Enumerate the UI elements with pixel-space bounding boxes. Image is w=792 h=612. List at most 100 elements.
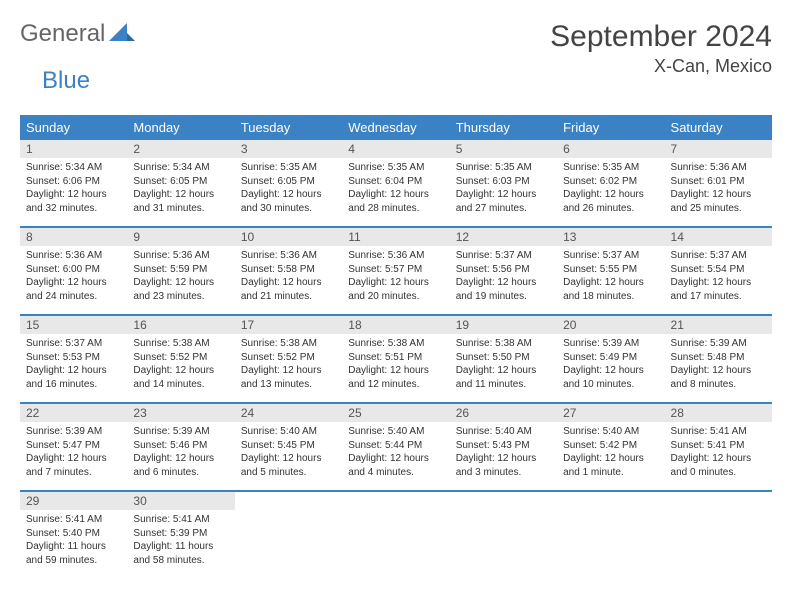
calendar-day-cell: 22Sunrise: 5:39 AMSunset: 5:47 PMDayligh… bbox=[20, 403, 127, 491]
day-number: 18 bbox=[342, 316, 449, 334]
logo: General bbox=[20, 20, 135, 48]
day-number: 13 bbox=[557, 228, 664, 246]
day-number: 9 bbox=[127, 228, 234, 246]
day-details: Sunrise: 5:38 AMSunset: 5:52 PMDaylight:… bbox=[127, 334, 234, 395]
calendar-day-cell: 28Sunrise: 5:41 AMSunset: 5:41 PMDayligh… bbox=[665, 403, 772, 491]
day-details: Sunrise: 5:39 AMSunset: 5:47 PMDaylight:… bbox=[20, 422, 127, 483]
calendar-day-cell: 12Sunrise: 5:37 AMSunset: 5:56 PMDayligh… bbox=[450, 227, 557, 315]
weekday-header: Monday bbox=[127, 115, 234, 140]
day-details: Sunrise: 5:36 AMSunset: 5:58 PMDaylight:… bbox=[235, 246, 342, 307]
calendar-day-cell bbox=[342, 491, 449, 578]
day-details: Sunrise: 5:39 AMSunset: 5:49 PMDaylight:… bbox=[557, 334, 664, 395]
day-number: 28 bbox=[665, 404, 772, 422]
calendar-day-cell: 4Sunrise: 5:35 AMSunset: 6:04 PMDaylight… bbox=[342, 140, 449, 227]
day-number: 24 bbox=[235, 404, 342, 422]
day-details: Sunrise: 5:39 AMSunset: 5:46 PMDaylight:… bbox=[127, 422, 234, 483]
day-details: Sunrise: 5:40 AMSunset: 5:42 PMDaylight:… bbox=[557, 422, 664, 483]
day-number: 29 bbox=[20, 492, 127, 510]
calendar-day-cell: 20Sunrise: 5:39 AMSunset: 5:49 PMDayligh… bbox=[557, 315, 664, 403]
calendar-day-cell: 9Sunrise: 5:36 AMSunset: 5:59 PMDaylight… bbox=[127, 227, 234, 315]
empty-day bbox=[342, 492, 449, 510]
calendar-day-cell bbox=[450, 491, 557, 578]
day-details: Sunrise: 5:41 AMSunset: 5:39 PMDaylight:… bbox=[127, 510, 234, 571]
day-details: Sunrise: 5:38 AMSunset: 5:51 PMDaylight:… bbox=[342, 334, 449, 395]
day-number: 6 bbox=[557, 140, 664, 158]
day-number: 8 bbox=[20, 228, 127, 246]
calendar-day-cell: 19Sunrise: 5:38 AMSunset: 5:50 PMDayligh… bbox=[450, 315, 557, 403]
day-details: Sunrise: 5:40 AMSunset: 5:44 PMDaylight:… bbox=[342, 422, 449, 483]
day-details: Sunrise: 5:36 AMSunset: 6:01 PMDaylight:… bbox=[665, 158, 772, 219]
calendar-day-cell: 16Sunrise: 5:38 AMSunset: 5:52 PMDayligh… bbox=[127, 315, 234, 403]
day-number: 3 bbox=[235, 140, 342, 158]
day-number: 12 bbox=[450, 228, 557, 246]
calendar-day-cell: 17Sunrise: 5:38 AMSunset: 5:52 PMDayligh… bbox=[235, 315, 342, 403]
logo-triangle-icon bbox=[109, 20, 135, 48]
weekday-header: Friday bbox=[557, 115, 664, 140]
calendar-week-row: 15Sunrise: 5:37 AMSunset: 5:53 PMDayligh… bbox=[20, 315, 772, 403]
day-number: 25 bbox=[342, 404, 449, 422]
calendar-day-cell: 6Sunrise: 5:35 AMSunset: 6:02 PMDaylight… bbox=[557, 140, 664, 227]
calendar-table: Sunday Monday Tuesday Wednesday Thursday… bbox=[20, 115, 772, 578]
day-number: 11 bbox=[342, 228, 449, 246]
calendar-day-cell: 27Sunrise: 5:40 AMSunset: 5:42 PMDayligh… bbox=[557, 403, 664, 491]
day-details: Sunrise: 5:40 AMSunset: 5:45 PMDaylight:… bbox=[235, 422, 342, 483]
day-details: Sunrise: 5:36 AMSunset: 6:00 PMDaylight:… bbox=[20, 246, 127, 307]
calendar-day-cell: 13Sunrise: 5:37 AMSunset: 5:55 PMDayligh… bbox=[557, 227, 664, 315]
day-number: 17 bbox=[235, 316, 342, 334]
calendar-day-cell: 7Sunrise: 5:36 AMSunset: 6:01 PMDaylight… bbox=[665, 140, 772, 227]
day-details: Sunrise: 5:37 AMSunset: 5:53 PMDaylight:… bbox=[20, 334, 127, 395]
calendar-day-cell: 2Sunrise: 5:34 AMSunset: 6:05 PMDaylight… bbox=[127, 140, 234, 227]
calendar-day-cell: 14Sunrise: 5:37 AMSunset: 5:54 PMDayligh… bbox=[665, 227, 772, 315]
day-number: 4 bbox=[342, 140, 449, 158]
calendar-day-cell: 1Sunrise: 5:34 AMSunset: 6:06 PMDaylight… bbox=[20, 140, 127, 227]
day-number: 30 bbox=[127, 492, 234, 510]
day-details: Sunrise: 5:39 AMSunset: 5:48 PMDaylight:… bbox=[665, 334, 772, 395]
day-number: 23 bbox=[127, 404, 234, 422]
weekday-header-row: Sunday Monday Tuesday Wednesday Thursday… bbox=[20, 115, 772, 140]
day-number: 26 bbox=[450, 404, 557, 422]
day-number: 20 bbox=[557, 316, 664, 334]
calendar-day-cell: 26Sunrise: 5:40 AMSunset: 5:43 PMDayligh… bbox=[450, 403, 557, 491]
calendar-day-cell bbox=[557, 491, 664, 578]
day-details: Sunrise: 5:40 AMSunset: 5:43 PMDaylight:… bbox=[450, 422, 557, 483]
day-number: 10 bbox=[235, 228, 342, 246]
calendar-week-row: 8Sunrise: 5:36 AMSunset: 6:00 PMDaylight… bbox=[20, 227, 772, 315]
calendar-day-cell: 30Sunrise: 5:41 AMSunset: 5:39 PMDayligh… bbox=[127, 491, 234, 578]
logo-text-blue: Blue bbox=[42, 67, 90, 94]
day-details: Sunrise: 5:35 AMSunset: 6:02 PMDaylight:… bbox=[557, 158, 664, 219]
day-number: 1 bbox=[20, 140, 127, 158]
calendar-day-cell: 15Sunrise: 5:37 AMSunset: 5:53 PMDayligh… bbox=[20, 315, 127, 403]
day-number: 16 bbox=[127, 316, 234, 334]
calendar-week-row: 29Sunrise: 5:41 AMSunset: 5:40 PMDayligh… bbox=[20, 491, 772, 578]
calendar-day-cell: 21Sunrise: 5:39 AMSunset: 5:48 PMDayligh… bbox=[665, 315, 772, 403]
calendar-day-cell: 29Sunrise: 5:41 AMSunset: 5:40 PMDayligh… bbox=[20, 491, 127, 578]
weekday-header: Thursday bbox=[450, 115, 557, 140]
day-details: Sunrise: 5:37 AMSunset: 5:55 PMDaylight:… bbox=[557, 246, 664, 307]
logo-text-general: General bbox=[20, 20, 105, 48]
weekday-header: Wednesday bbox=[342, 115, 449, 140]
day-details: Sunrise: 5:38 AMSunset: 5:52 PMDaylight:… bbox=[235, 334, 342, 395]
day-details: Sunrise: 5:35 AMSunset: 6:03 PMDaylight:… bbox=[450, 158, 557, 219]
weekday-header: Saturday bbox=[665, 115, 772, 140]
day-number: 14 bbox=[665, 228, 772, 246]
day-details: Sunrise: 5:41 AMSunset: 5:40 PMDaylight:… bbox=[20, 510, 127, 571]
day-details: Sunrise: 5:38 AMSunset: 5:50 PMDaylight:… bbox=[450, 334, 557, 395]
calendar-day-cell: 18Sunrise: 5:38 AMSunset: 5:51 PMDayligh… bbox=[342, 315, 449, 403]
calendar-day-cell: 23Sunrise: 5:39 AMSunset: 5:46 PMDayligh… bbox=[127, 403, 234, 491]
calendar-day-cell bbox=[665, 491, 772, 578]
calendar-week-row: 1Sunrise: 5:34 AMSunset: 6:06 PMDaylight… bbox=[20, 140, 772, 227]
day-details: Sunrise: 5:34 AMSunset: 6:05 PMDaylight:… bbox=[127, 158, 234, 219]
empty-day bbox=[665, 492, 772, 510]
day-number: 19 bbox=[450, 316, 557, 334]
calendar-day-cell: 24Sunrise: 5:40 AMSunset: 5:45 PMDayligh… bbox=[235, 403, 342, 491]
weekday-header: Sunday bbox=[20, 115, 127, 140]
day-number: 7 bbox=[665, 140, 772, 158]
empty-day bbox=[450, 492, 557, 510]
calendar-day-cell: 3Sunrise: 5:35 AMSunset: 6:05 PMDaylight… bbox=[235, 140, 342, 227]
day-number: 21 bbox=[665, 316, 772, 334]
day-details: Sunrise: 5:34 AMSunset: 6:06 PMDaylight:… bbox=[20, 158, 127, 219]
day-number: 15 bbox=[20, 316, 127, 334]
calendar-day-cell bbox=[235, 491, 342, 578]
day-details: Sunrise: 5:41 AMSunset: 5:41 PMDaylight:… bbox=[665, 422, 772, 483]
day-details: Sunrise: 5:36 AMSunset: 5:57 PMDaylight:… bbox=[342, 246, 449, 307]
